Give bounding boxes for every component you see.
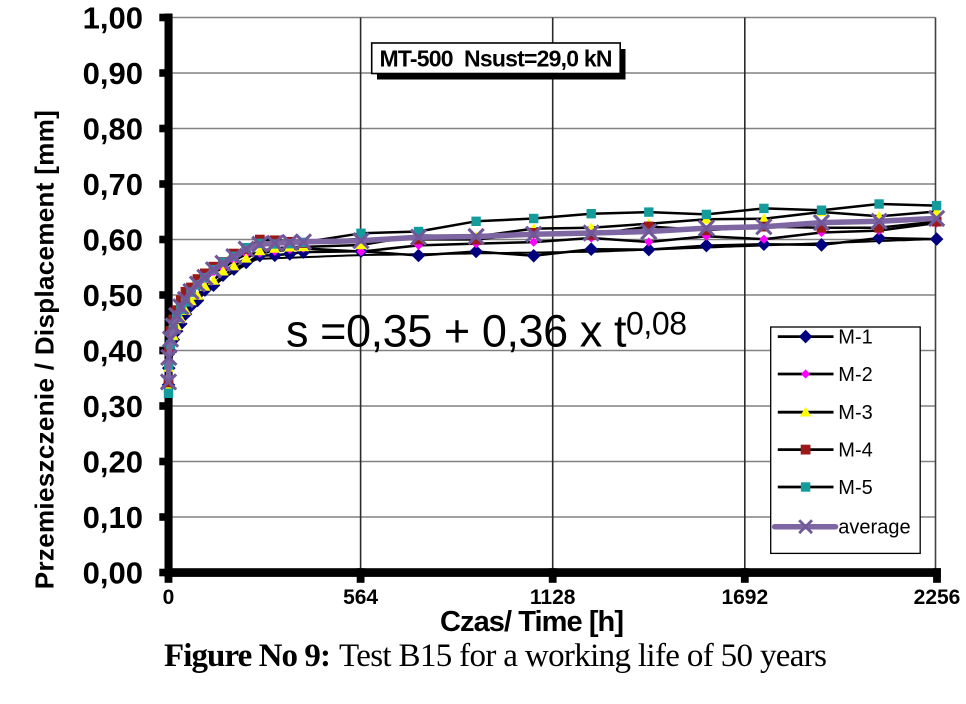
svg-text:Test B15 for a working life of: Test B15 for a working life of 50 years — [339, 638, 827, 674]
svg-text:s =0,35 + 0,36 x t0,08: s =0,35 + 0,36 x t0,08 — [286, 306, 687, 357]
svg-text:0,20: 0,20 — [83, 445, 143, 480]
svg-text:Czas/ Time [h]: Czas/ Time [h] — [440, 606, 624, 638]
svg-text:0,70: 0,70 — [83, 167, 143, 202]
svg-text:M-2: M-2 — [838, 364, 872, 386]
svg-text:564: 564 — [343, 586, 378, 609]
svg-text:0,00: 0,00 — [83, 556, 143, 591]
svg-text:1,00: 1,00 — [83, 1, 143, 36]
svg-text:0,90: 0,90 — [83, 56, 143, 91]
svg-text:M-4: M-4 — [838, 440, 872, 462]
svg-text:1128: 1128 — [530, 586, 576, 609]
svg-text:Przemieszczenie / Displacement: Przemieszczenie / Displacement [mm] — [30, 110, 60, 589]
svg-text:0,60: 0,60 — [83, 223, 143, 258]
svg-text:0: 0 — [163, 586, 175, 609]
svg-text:average: average — [838, 517, 910, 539]
svg-text:MT-500 Nsust=29,0 kN: MT-500 Nsust=29,0 kN — [380, 46, 613, 72]
svg-text:0,40: 0,40 — [83, 334, 143, 369]
svg-text:0,30: 0,30 — [83, 389, 143, 424]
svg-text:0,50: 0,50 — [83, 278, 143, 313]
svg-text:1692: 1692 — [721, 586, 768, 609]
svg-text:Figure No 9:: Figure No 9: — [164, 638, 331, 674]
svg-text:M-3: M-3 — [838, 402, 872, 424]
svg-text:0,80: 0,80 — [83, 112, 143, 147]
svg-text:M-1: M-1 — [838, 327, 872, 349]
svg-text:2256: 2256 — [914, 586, 961, 609]
svg-text:0,10: 0,10 — [83, 500, 143, 535]
svg-text:M-5: M-5 — [838, 477, 872, 499]
